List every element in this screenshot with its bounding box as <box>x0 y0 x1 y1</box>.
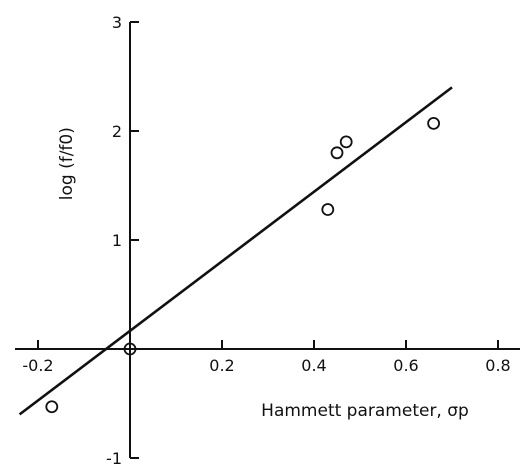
x-tick-label: 0.6 <box>393 356 418 375</box>
y-tick-label: 3 <box>112 13 122 32</box>
data-point <box>339 135 353 149</box>
fit-line <box>18 86 453 416</box>
fit-line-group <box>18 86 453 416</box>
axes <box>15 21 520 459</box>
data-point <box>45 400 59 414</box>
data-points <box>45 116 441 414</box>
data-point <box>123 342 137 356</box>
y-tick-label: 2 <box>112 122 122 141</box>
x-tick-label: 0.8 <box>485 356 510 375</box>
x-tick-label: 0.2 <box>209 356 234 375</box>
data-point <box>330 146 344 160</box>
data-point <box>321 203 335 216</box>
tick-labels: -0.2 0.2 0.4 0.6 0.8 -1 1 2 3 <box>22 13 510 465</box>
y-tick-label: -1 <box>106 449 122 465</box>
x-tick-label: -0.2 <box>22 356 53 375</box>
data-point <box>427 116 441 130</box>
y-tick-label: 1 <box>112 231 122 250</box>
y-axis-label: log (f/f0) <box>57 127 77 200</box>
x-tick-label: 0.4 <box>301 356 326 375</box>
x-axis-label: Hammett parameter, σp <box>261 401 469 421</box>
